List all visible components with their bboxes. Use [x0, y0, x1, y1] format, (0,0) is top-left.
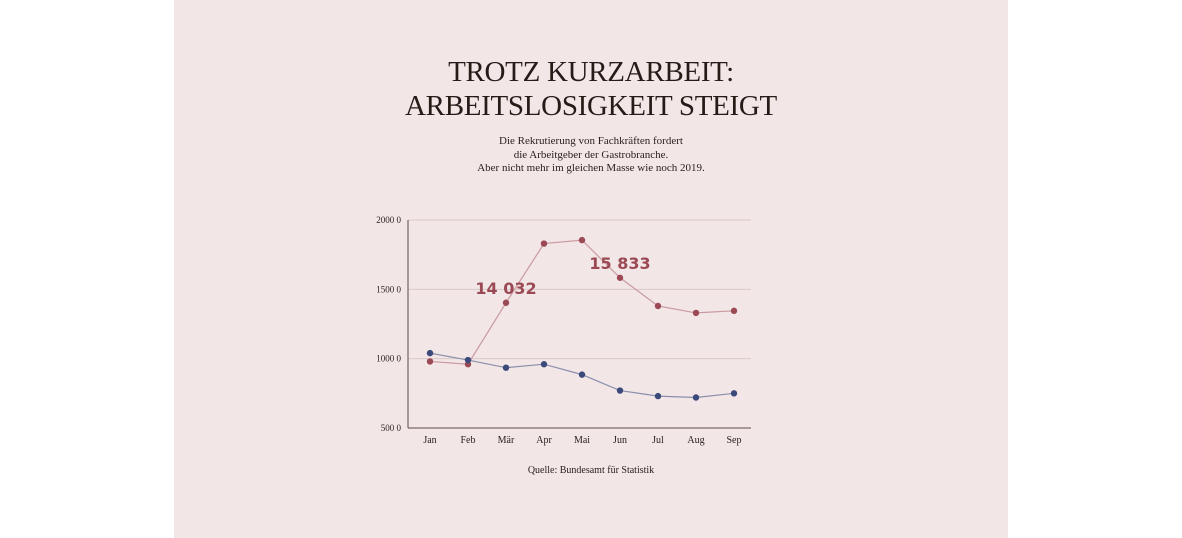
source-note: Quelle: Bundesamt für Statistik: [527, 465, 655, 476]
data-point: [578, 371, 586, 378]
data-point: [654, 392, 662, 400]
page-title: TROTZ KURZARBEIT: ARBEITSLOSIGKEIT STEIG…: [174, 55, 1008, 123]
subtitle: Die Rekrutierung von Fachkräften fordert…: [174, 135, 1008, 176]
data-point: [654, 302, 662, 310]
x-tick-label: Sep: [727, 435, 742, 446]
data-point: [540, 240, 548, 247]
x-tick-label: Feb: [461, 435, 476, 446]
x-tick-label: Apr: [536, 435, 552, 446]
y-tick-label: 1500 0: [376, 284, 401, 294]
data-point: [692, 394, 700, 401]
data-point: [502, 299, 510, 306]
subtitle-line-3: Aber nicht mehr im gleichen Masse wie no…: [477, 162, 705, 174]
y-tick-label: 1000 0: [376, 354, 401, 364]
y-tick-label: 2000 0: [376, 215, 401, 225]
data-point: [464, 356, 472, 364]
line-chart: 500 0 1000 0 1500 0 2000 0 Jan Feb Mär Apr Mai Ju…: [376, 215, 751, 446]
data-point: [730, 390, 738, 397]
x-tick-label: Jan: [423, 435, 436, 446]
data-point: [616, 274, 624, 281]
x-tick-label: Mär: [498, 435, 515, 446]
x-tick-label: Mai: [574, 435, 590, 446]
data-point: [692, 309, 700, 317]
data-annotation: 15 833: [589, 254, 650, 273]
data-point: [502, 364, 510, 371]
subtitle-line-1: Die Rekrutierung von Fachkräften fordert: [499, 135, 683, 147]
series-line-1: [429, 239, 735, 365]
x-tick-label: Aug: [687, 435, 704, 446]
x-tick-label: Jul: [652, 435, 664, 446]
infographic-panel: TROTZ KURZARBEIT: ARBEITSLOSIGKEIT STEIG…: [174, 0, 1008, 538]
data-point: [578, 236, 586, 244]
data-annotation: 14 032: [475, 279, 536, 298]
title-line-2: ARBEITSLOSIGKEIT STEIGT: [405, 90, 777, 122]
y-tick-label: 500 0: [381, 423, 402, 433]
data-point: [616, 387, 624, 394]
subtitle-line-2: die Arbeitgeber der Gastrobranche.: [513, 148, 669, 161]
data-point: [730, 307, 738, 315]
data-point: [426, 358, 434, 365]
data-point: [426, 349, 434, 357]
x-tick-label: Jun: [613, 435, 627, 446]
title-line-1: TROTZ KURZARBEIT:: [448, 56, 734, 88]
data-point: [540, 361, 548, 368]
